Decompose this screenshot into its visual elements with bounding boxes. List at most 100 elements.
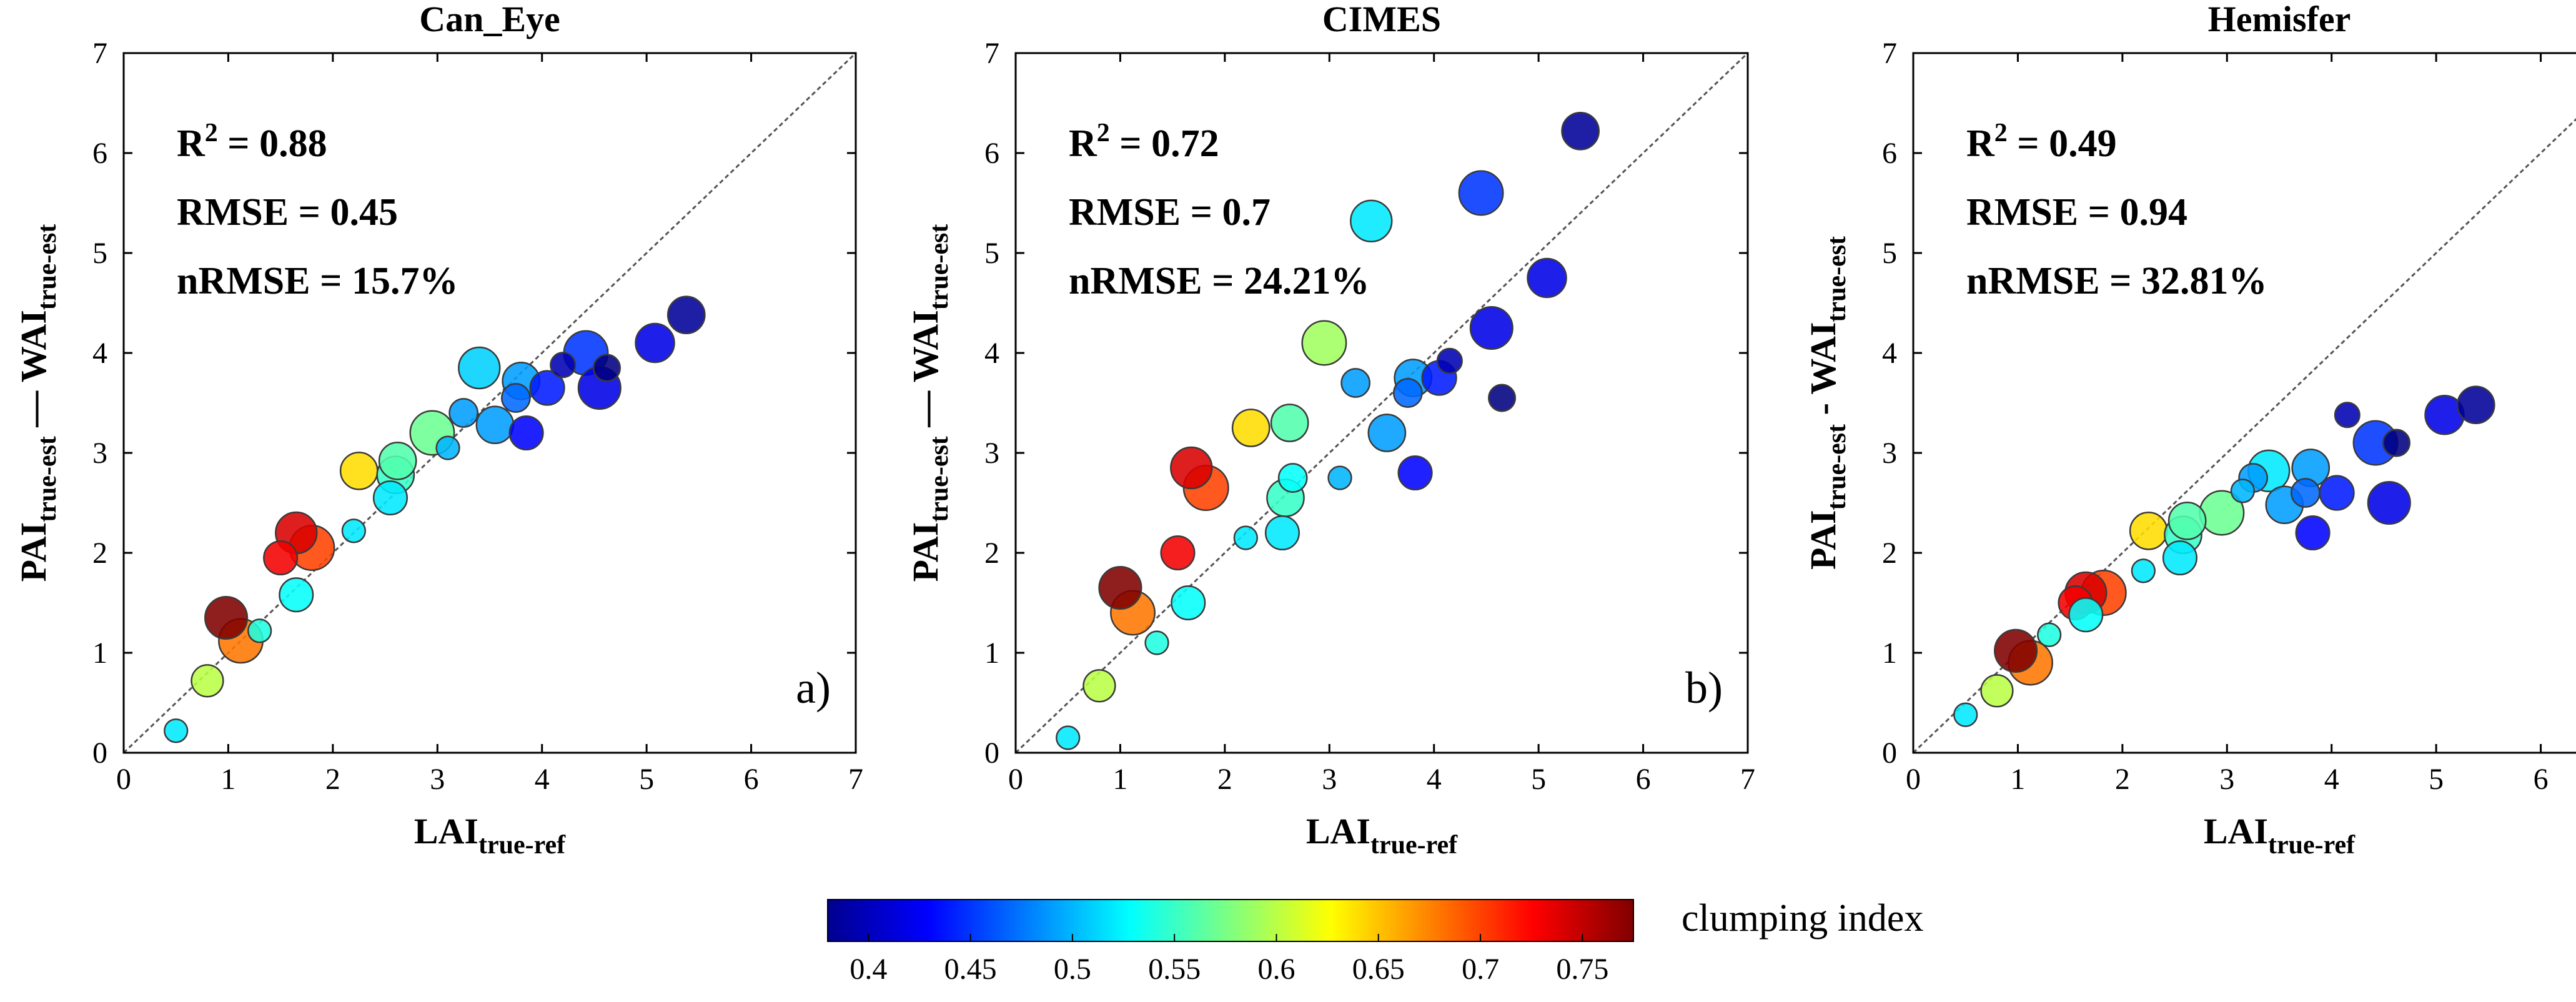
data-point bbox=[1980, 674, 2014, 708]
y-tick-label: 3 bbox=[92, 437, 107, 470]
data-point bbox=[458, 346, 501, 390]
data-point bbox=[378, 441, 417, 480]
x-tick-label: 1 bbox=[1112, 763, 1127, 796]
data-point bbox=[435, 435, 460, 460]
data-point bbox=[1488, 384, 1516, 412]
colorbar-border bbox=[827, 899, 1634, 942]
r2-stat: R2 = 0.49 bbox=[1966, 119, 2117, 165]
colorbar-tick-label: 0.4 bbox=[850, 953, 887, 986]
data-point bbox=[1144, 630, 1169, 655]
x-axis-label: LAItrue-ref bbox=[1306, 811, 1458, 860]
axes-box bbox=[1912, 52, 2576, 754]
x-tick-label: 1 bbox=[220, 763, 235, 796]
data-point bbox=[501, 383, 531, 413]
x-tick-label: 2 bbox=[2115, 763, 2130, 796]
rmse-stat: RMSE = 0.94 bbox=[1966, 191, 2187, 234]
x-tick-label: 2 bbox=[1217, 763, 1232, 796]
colorbar-tick-label: 0.55 bbox=[1148, 953, 1201, 986]
x-tick-label: 3 bbox=[2219, 763, 2234, 796]
data-point bbox=[2367, 480, 2411, 525]
data-point bbox=[1458, 170, 1504, 216]
reference-line bbox=[1014, 52, 1749, 754]
x-tick-label: 5 bbox=[2429, 763, 2444, 796]
x-axis-label: LAItrue-ref bbox=[2204, 811, 2356, 860]
data-point bbox=[1098, 565, 1142, 610]
data-point bbox=[2456, 385, 2495, 425]
y-tick-label: 7 bbox=[1882, 37, 1897, 70]
x-tick-label: 5 bbox=[639, 763, 654, 796]
x-tick-label: 4 bbox=[1427, 763, 1442, 796]
reference-line bbox=[1912, 118, 2576, 754]
data-point bbox=[1270, 404, 1309, 442]
nrmse-stat: nRMSE = 15.7% bbox=[177, 260, 458, 302]
data-point bbox=[529, 370, 565, 406]
data-point bbox=[2382, 429, 2410, 457]
data-point bbox=[1056, 725, 1081, 750]
data-point bbox=[1994, 628, 2038, 673]
data-point bbox=[2167, 501, 2207, 540]
chart-panel-can-eye: Can_Eye 0 1 2 3 4 5 6 7 0 1 2 3 4 5 6 7 LAItrue-ref PAItr… bbox=[13, 0, 863, 860]
data-point bbox=[2295, 515, 2331, 551]
panel-title: Can_Eye bbox=[419, 0, 560, 39]
data-point bbox=[247, 618, 272, 643]
panel-letter: a) bbox=[796, 663, 831, 713]
data-point bbox=[1233, 525, 1258, 550]
data-point bbox=[1340, 368, 1370, 398]
data-point bbox=[279, 577, 314, 613]
data-point bbox=[2334, 402, 2361, 429]
y-tick-label: 1 bbox=[92, 637, 107, 670]
data-point bbox=[593, 354, 621, 382]
r2-stat: R2 = 0.72 bbox=[1069, 119, 1219, 165]
y-tick-label: 2 bbox=[984, 537, 999, 570]
data-point bbox=[164, 718, 189, 743]
y-tick-label: 5 bbox=[1882, 237, 1897, 270]
chart-panel-hemisfer: Hemisfer 0123456701234567LAItrue-refPAIt… bbox=[1803, 0, 2576, 860]
data-point bbox=[372, 480, 408, 516]
y-tick-label: 3 bbox=[1882, 437, 1897, 470]
y-tick-label: 5 bbox=[92, 237, 107, 270]
data-point bbox=[1469, 305, 1513, 350]
data-point bbox=[1277, 463, 1308, 493]
y-tick-label: 1 bbox=[984, 637, 999, 670]
colorbar-ticks: 0.4 0.45 0.5 0.55 0.6 0.65 0.7 0.75 bbox=[827, 899, 1634, 986]
y-tick-label: 2 bbox=[1882, 537, 1897, 570]
data-point bbox=[1170, 446, 1213, 490]
rmse-stat: RMSE = 0.45 bbox=[177, 191, 398, 234]
data-point bbox=[1436, 347, 1463, 374]
y-axis-label: PAItrue-est — WAItrue-est bbox=[905, 224, 954, 582]
data-point bbox=[2319, 475, 2355, 511]
x-tick-label: 3 bbox=[430, 763, 445, 796]
x-tick-label: 5 bbox=[1531, 763, 1546, 796]
data-point bbox=[550, 352, 577, 379]
data-point bbox=[1160, 535, 1196, 571]
data-point bbox=[339, 451, 379, 490]
data-point bbox=[1561, 111, 1600, 151]
data-point bbox=[204, 595, 249, 640]
data-point bbox=[448, 398, 478, 428]
y-tick-label: 5 bbox=[984, 237, 999, 270]
data-point bbox=[475, 405, 515, 445]
y-axis-label: PAItrue-est — WAItrue-est bbox=[13, 224, 62, 582]
data-point bbox=[1082, 669, 1116, 703]
y-tick-label: 0 bbox=[92, 737, 107, 770]
data-point bbox=[2037, 622, 2062, 647]
x-tick-label: 0 bbox=[1906, 763, 1921, 796]
nrmse-stat: nRMSE = 32.81% bbox=[1966, 260, 2267, 302]
y-tick-label: 3 bbox=[984, 437, 999, 470]
data-point bbox=[2131, 558, 2156, 583]
x-tick-label: 4 bbox=[535, 763, 550, 796]
colorbar-tick-label: 0.65 bbox=[1352, 953, 1405, 986]
data-point bbox=[191, 664, 224, 698]
data-point bbox=[2230, 479, 2256, 503]
data-point bbox=[2162, 540, 2197, 576]
axes-box bbox=[122, 52, 857, 754]
y-tick-label: 1 bbox=[1882, 637, 1897, 670]
colorbar-gradient bbox=[828, 900, 1633, 941]
colorbar-label: clumping index bbox=[1682, 897, 1923, 940]
data-point bbox=[1327, 465, 1352, 490]
data-point bbox=[1953, 702, 1978, 727]
x-tick-label: 4 bbox=[2324, 763, 2339, 796]
data-point bbox=[1397, 455, 1433, 491]
data-point bbox=[635, 322, 675, 364]
